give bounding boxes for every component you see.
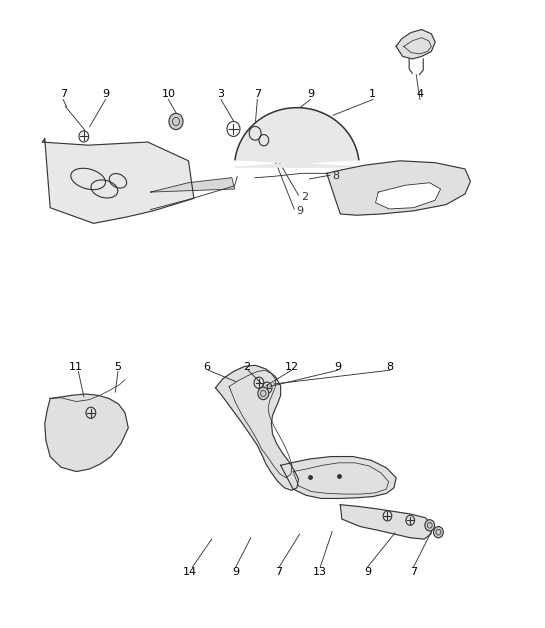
Text: 2: 2 (301, 192, 308, 202)
Polygon shape (42, 139, 194, 224)
Text: 5: 5 (114, 362, 122, 372)
Circle shape (258, 387, 269, 399)
Polygon shape (45, 394, 128, 472)
Text: 9: 9 (307, 89, 314, 99)
Text: 14: 14 (183, 566, 197, 577)
Polygon shape (281, 457, 396, 499)
Text: 4: 4 (416, 89, 423, 99)
Polygon shape (376, 183, 440, 209)
Circle shape (169, 113, 183, 129)
Text: 9: 9 (102, 89, 109, 99)
Text: 7: 7 (275, 566, 282, 577)
Text: 8: 8 (386, 362, 393, 372)
Polygon shape (326, 161, 470, 215)
Polygon shape (234, 107, 359, 167)
Text: 11: 11 (69, 362, 83, 372)
Text: 7: 7 (254, 89, 261, 99)
Text: 2: 2 (243, 362, 250, 372)
Text: 6: 6 (203, 362, 210, 372)
Text: 13: 13 (313, 566, 327, 577)
Text: 9: 9 (364, 566, 371, 577)
Circle shape (433, 526, 443, 538)
Polygon shape (216, 365, 299, 490)
Text: 12: 12 (284, 362, 299, 372)
Circle shape (425, 520, 434, 531)
Polygon shape (340, 505, 432, 539)
Text: 7: 7 (410, 566, 417, 577)
Text: 8: 8 (332, 171, 340, 181)
Text: 7: 7 (59, 89, 67, 99)
Polygon shape (150, 178, 234, 192)
Text: 1: 1 (370, 89, 376, 99)
Text: 9: 9 (296, 206, 304, 216)
Text: 3: 3 (217, 89, 225, 99)
Text: 9: 9 (334, 362, 341, 372)
Text: 9: 9 (232, 566, 239, 577)
Text: 10: 10 (161, 89, 175, 99)
Polygon shape (396, 30, 435, 59)
